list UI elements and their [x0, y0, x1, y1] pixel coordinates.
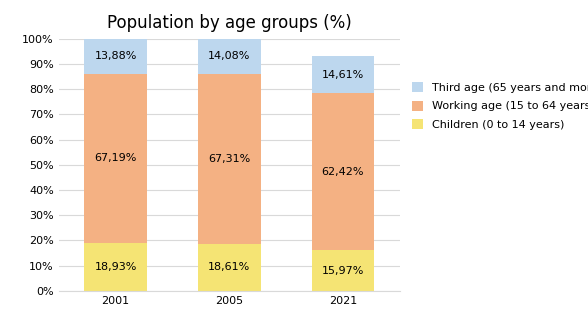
Text: 62,42%: 62,42%	[322, 167, 364, 177]
Legend: Third age (65 years and more), Working age (15 to 64 years), Children (0 to 14 y: Third age (65 years and more), Working a…	[412, 82, 588, 130]
Text: 18,93%: 18,93%	[95, 262, 137, 272]
Text: 14,61%: 14,61%	[322, 70, 364, 80]
Bar	[85, 39, 147, 74]
Bar	[198, 244, 260, 291]
Bar	[198, 39, 260, 74]
Bar	[312, 250, 375, 291]
Text: 18,61%: 18,61%	[208, 262, 250, 272]
Text: 13,88%: 13,88%	[95, 51, 137, 61]
Bar	[85, 243, 147, 291]
Bar	[312, 93, 375, 250]
Bar	[85, 74, 147, 243]
Text: 67,19%: 67,19%	[95, 153, 137, 163]
Text: 67,31%: 67,31%	[208, 154, 250, 164]
Bar	[198, 74, 260, 244]
Title: Population by age groups (%): Population by age groups (%)	[107, 14, 352, 32]
Text: 14,08%: 14,08%	[208, 51, 250, 61]
Text: 15,97%: 15,97%	[322, 266, 364, 276]
Bar	[312, 57, 375, 93]
